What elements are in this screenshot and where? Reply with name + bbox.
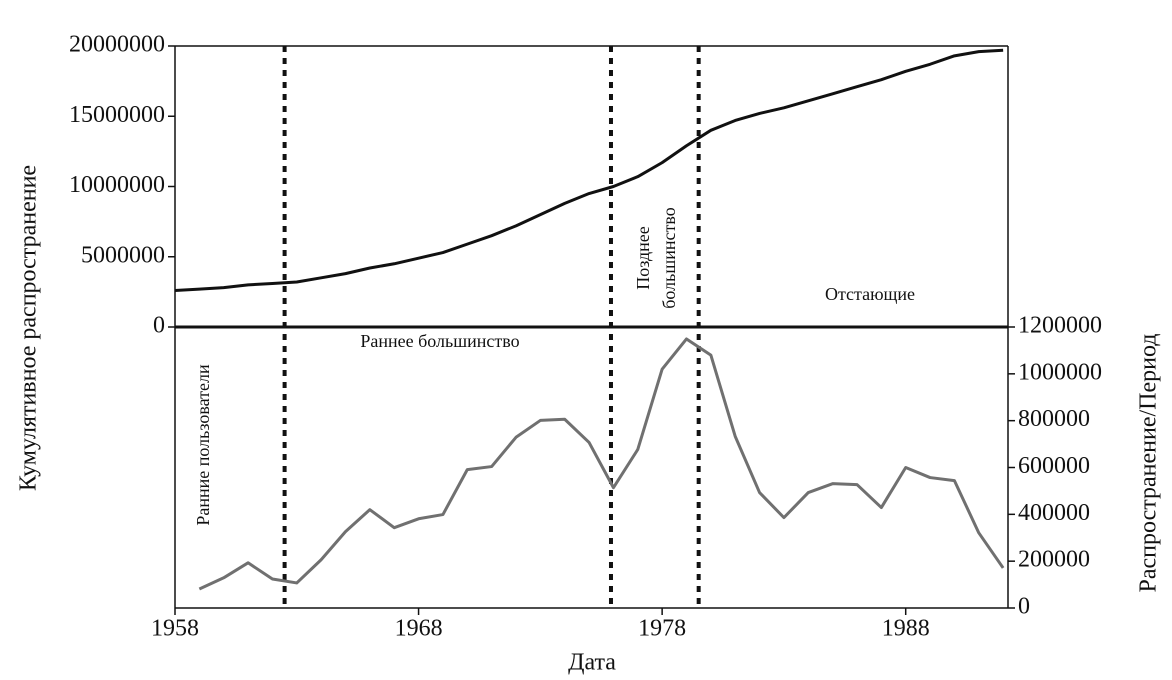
x-tick-label: 1958 <box>151 616 199 642</box>
annotation: Позднее <box>633 226 653 290</box>
annotation: Отстающие <box>825 284 915 304</box>
y-tick-label: 0 <box>153 313 165 339</box>
x-axis-label: Дата <box>568 650 616 676</box>
series-line <box>174 48 1004 292</box>
y2-tick-label: 1000000 <box>1018 359 1102 385</box>
y-tick-label: 20000000 <box>69 32 165 58</box>
x-tick-label: 1988 <box>882 616 930 642</box>
y2-axis-label: Распространение/Период <box>1136 333 1162 592</box>
x-tick-label: 1978 <box>638 616 686 642</box>
y2-tick-label: 0 <box>1018 594 1030 620</box>
x-tick-label: 1968 <box>395 616 443 642</box>
y2-tick-label: 200000 <box>1018 547 1090 573</box>
y2-tick-label: 400000 <box>1018 500 1090 526</box>
y2-tick-label: 800000 <box>1018 406 1090 432</box>
y-tick-label: 15000000 <box>69 102 165 128</box>
annotation: большинство <box>659 207 679 308</box>
y-tick-label: 5000000 <box>81 242 165 268</box>
y2-tick-label: 1200000 <box>1018 313 1102 339</box>
annotation: Ранние пользователи <box>193 364 213 526</box>
series-line <box>198 337 1005 591</box>
y2-tick-label: 600000 <box>1018 453 1090 479</box>
y-axis-label: Кумулятивное распространение <box>16 165 42 491</box>
annotation: Раннее большинство <box>360 331 519 351</box>
y-tick-label: 10000000 <box>69 172 165 198</box>
